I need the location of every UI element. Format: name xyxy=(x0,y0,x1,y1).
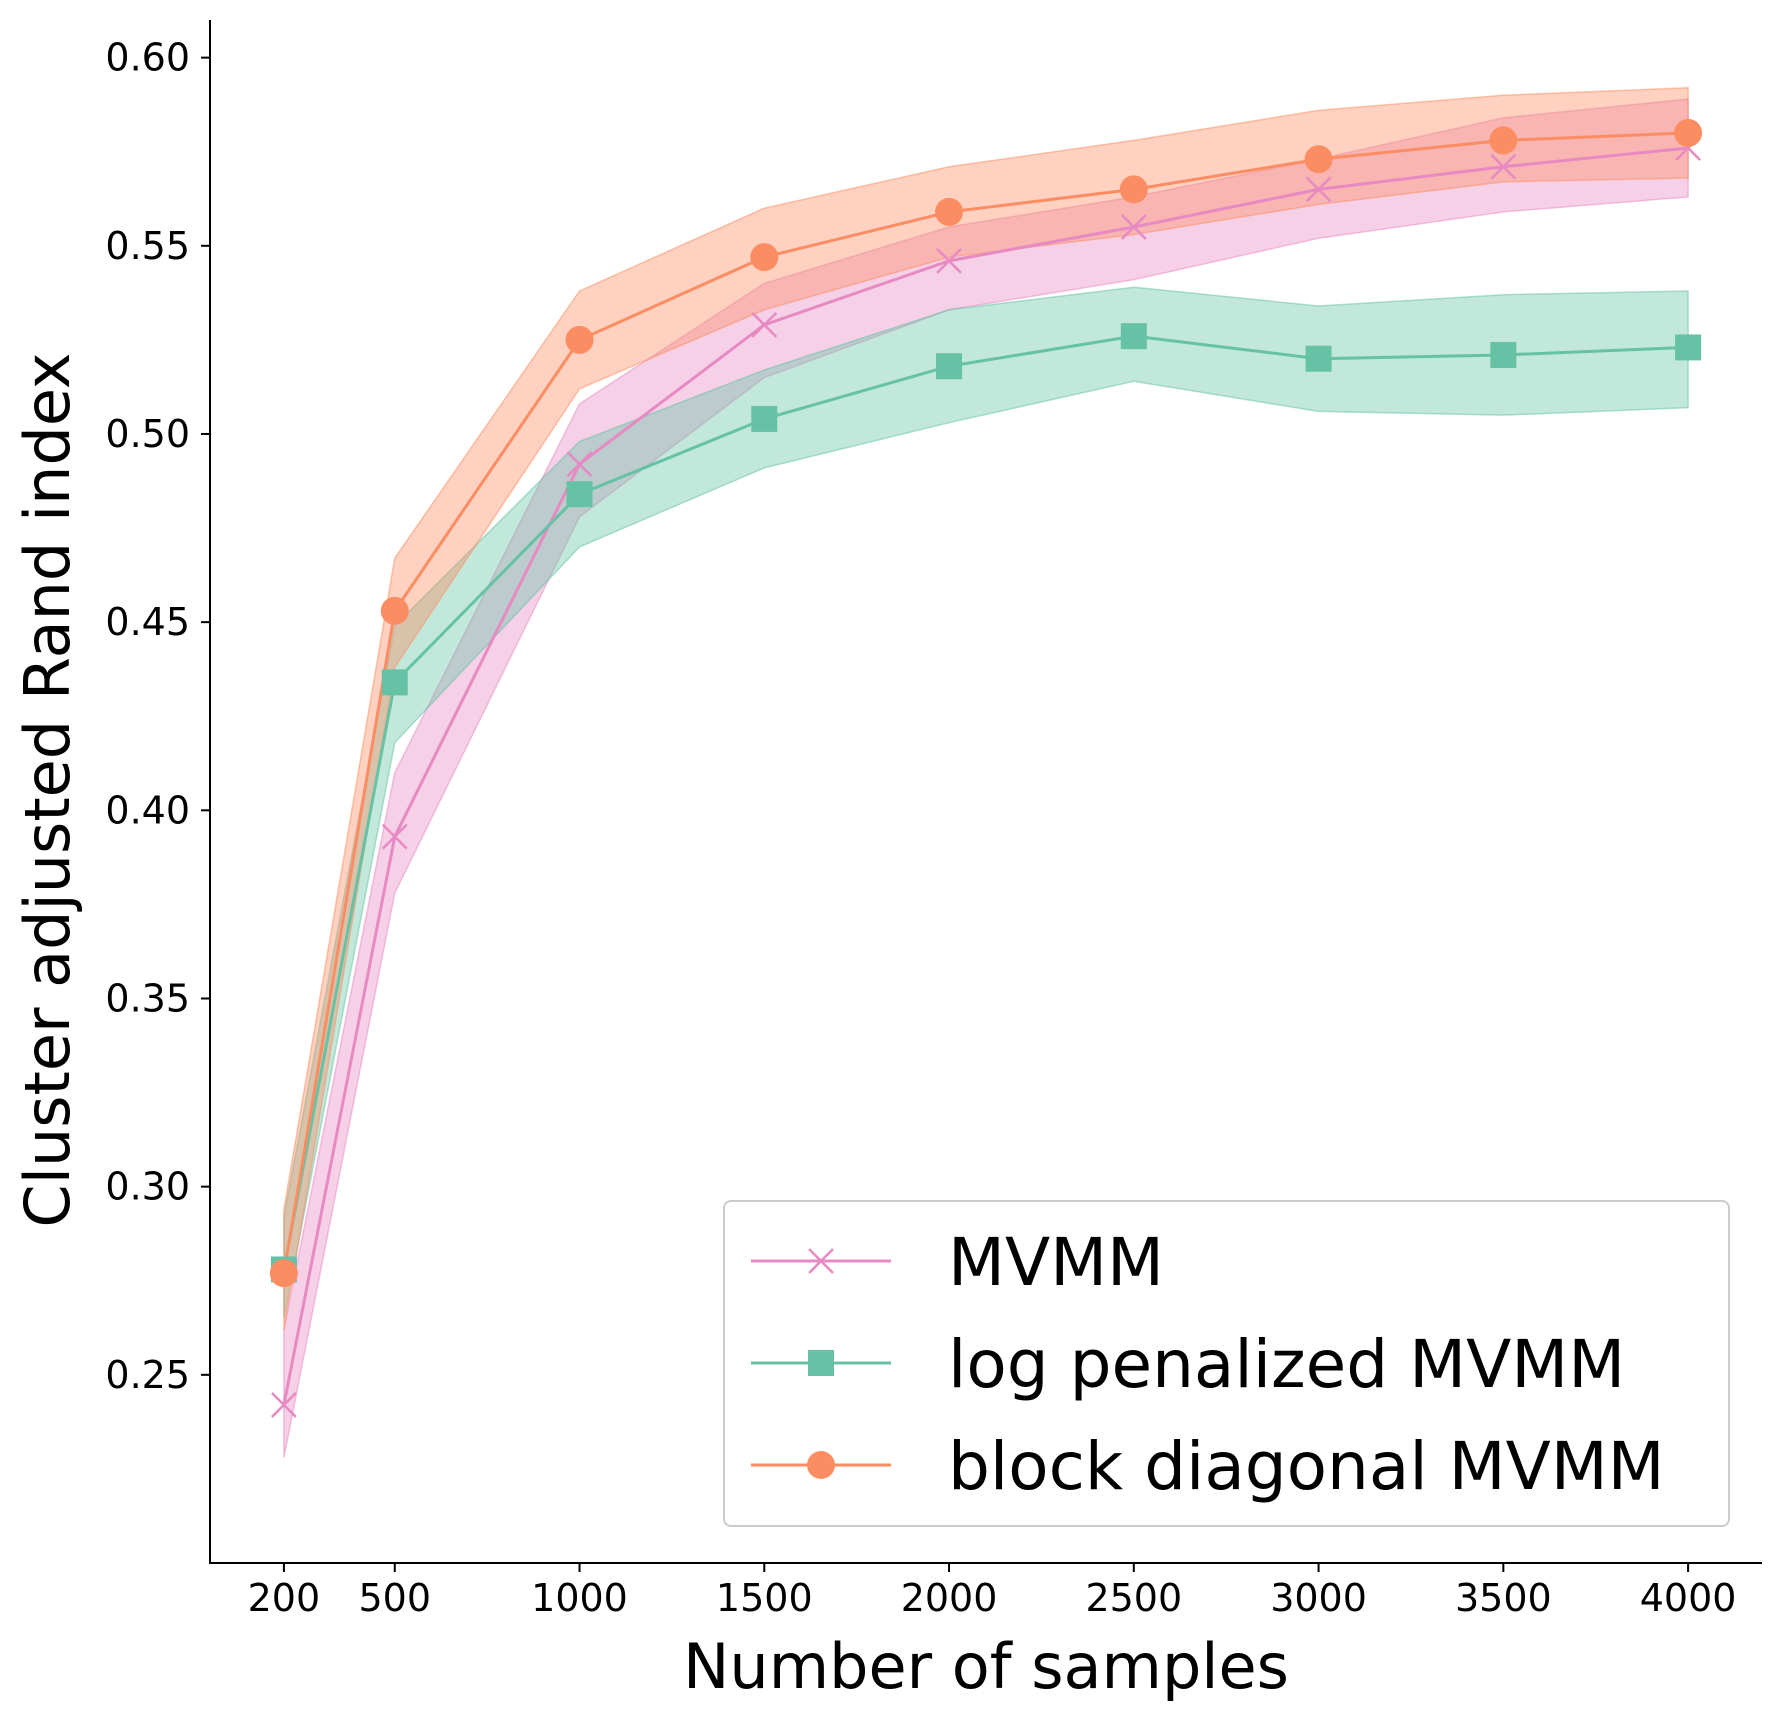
point-mvmm xyxy=(566,451,593,477)
x-tick-label: 4000 xyxy=(1640,1576,1737,1620)
point-mvmm xyxy=(1120,214,1147,240)
point-block-diagonal-mvmm xyxy=(380,596,409,625)
point-log-penalized-mvmm xyxy=(566,481,593,508)
point-mvmm xyxy=(751,311,778,338)
legend-marker xyxy=(808,1248,834,1274)
y-tick-label: 0.40 xyxy=(105,788,190,832)
x-tick-label: 1500 xyxy=(716,1576,813,1620)
point-block-diagonal-mvmm xyxy=(565,325,594,354)
x-tick-label: 2000 xyxy=(901,1576,998,1620)
point-block-diagonal-mvmm xyxy=(1119,175,1148,204)
legend-marker xyxy=(807,1451,835,1479)
point-log-penalized-mvmm xyxy=(1490,341,1517,368)
point-log-penalized-mvmm xyxy=(751,405,778,432)
point-log-penalized-mvmm xyxy=(1120,323,1147,350)
point-mvmm xyxy=(1490,153,1517,180)
x-tick-label: 3000 xyxy=(1270,1576,1367,1620)
legend-item-block-diagonal-mvmm: block diagonal MVMM xyxy=(751,1428,1665,1505)
x-tick-label: 200 xyxy=(248,1576,321,1620)
point-mvmm xyxy=(1305,176,1332,203)
y-tick-label: 0.50 xyxy=(105,412,190,456)
x-ticks: 200 500 1000 1500 2000 2500 3000 3500 4000 xyxy=(248,1563,1737,1620)
y-tick-label: 0.60 xyxy=(105,36,190,80)
point-block-diagonal-mvmm xyxy=(750,243,779,272)
point-log-penalized-mvmm xyxy=(381,669,408,696)
legend-label: MVMM xyxy=(948,1224,1164,1301)
x-tick-label: 3500 xyxy=(1455,1576,1552,1620)
y-ticks: 0.25 0.30 0.35 0.40 0.45 0.50 0.55 0.60 xyxy=(105,36,210,1397)
band-mvmm xyxy=(283,98,1689,1458)
x-tick-label: 500 xyxy=(358,1576,431,1620)
point-block-diagonal-mvmm xyxy=(1674,118,1703,147)
legend-label: log penalized MVMM xyxy=(948,1326,1625,1403)
point-mvmm xyxy=(381,823,408,850)
point-mvmm xyxy=(936,247,962,274)
legend-frame xyxy=(723,1200,1730,1527)
point-block-diagonal-mvmm xyxy=(269,1259,298,1288)
point-block-diagonal-mvmm xyxy=(1304,145,1333,174)
confidence-bands xyxy=(283,86,1689,1458)
legend-marker xyxy=(808,1350,834,1376)
legend-label: block diagonal MVMM xyxy=(948,1428,1665,1505)
point-block-diagonal-mvmm xyxy=(935,197,964,226)
legend: MVMM log penalized MVMM block diagonal MVM… xyxy=(723,1200,1730,1527)
x-tick-label: 1000 xyxy=(531,1576,628,1620)
band-log-penalized-mvmm xyxy=(283,286,1689,1319)
point-mvmm xyxy=(271,1392,297,1418)
point-log-penalized-mvmm xyxy=(936,353,963,380)
x-tick-label: 2500 xyxy=(1085,1576,1182,1620)
y-tick-label: 0.45 xyxy=(105,600,190,644)
y-tick-label: 0.30 xyxy=(105,1165,190,1209)
point-block-diagonal-mvmm xyxy=(1489,126,1518,155)
y-tick-label: 0.55 xyxy=(105,224,190,268)
y-tick-label: 0.35 xyxy=(105,976,190,1020)
band-block-diagonal-mvmm xyxy=(283,86,1689,1330)
legend-item-log-penalized-mvmm: log penalized MVMM xyxy=(751,1326,1625,1403)
legend-item-mvmm: MVMM xyxy=(751,1224,1164,1301)
point-log-penalized-mvmm xyxy=(1675,334,1702,361)
series-markers xyxy=(269,118,1703,1418)
y-axis-label: Cluster adjusted Rand index xyxy=(11,352,84,1227)
point-log-penalized-mvmm xyxy=(1305,345,1332,372)
y-tick-label: 0.25 xyxy=(105,1353,190,1397)
x-axis-label: Number of samples xyxy=(683,1630,1289,1703)
